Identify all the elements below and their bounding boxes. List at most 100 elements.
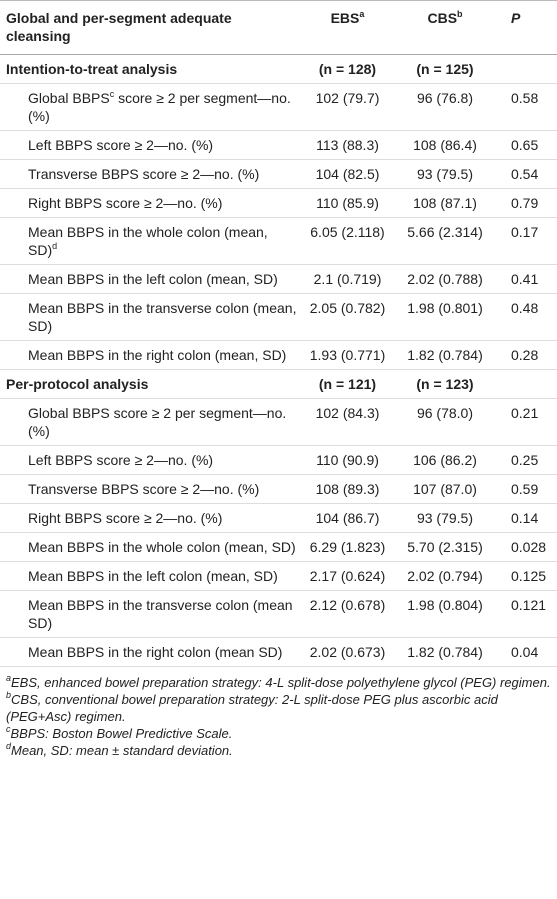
row-label: Transverse BBPS score ≥ 2—no. (%)	[0, 159, 300, 189]
value-cell: 0.48	[495, 293, 557, 341]
value-cell: 104 (82.5)	[300, 159, 395, 189]
value-cell: 2.02 (0.788)	[395, 264, 495, 294]
sample-size: (n = 123)	[395, 369, 495, 399]
value-cell: 110 (90.9)	[300, 445, 395, 475]
value-cell: 0.028	[495, 532, 557, 562]
header-text: EBS	[330, 10, 360, 26]
value-cell: 0.58	[495, 83, 557, 131]
row-label: Left BBPS score ≥ 2—no. (%)	[0, 445, 300, 475]
data-table: Global and per-segment adequate cleansin…	[0, 0, 557, 667]
label-text: Global BBPS	[28, 90, 110, 106]
data-row: Mean BBPS in the whole colon (mean, SD)d…	[0, 217, 557, 265]
row-label: Mean BBPS in the right colon (mean, SD)	[0, 340, 300, 370]
label-text: Mean BBPS in the left colon (mean, SD)	[28, 568, 278, 584]
value-cell: 6.29 (1.823)	[300, 532, 395, 562]
label-superscript: d	[52, 241, 58, 251]
row-label: Mean BBPS in the transverse colon (mean,…	[0, 293, 300, 341]
row-label: Mean BBPS in the transverse colon (mean …	[0, 590, 300, 638]
row-label: Mean BBPS in the left colon (mean, SD)	[0, 561, 300, 591]
value-cell: 110 (85.9)	[300, 188, 395, 218]
data-row: Mean BBPS in the left colon (mean, SD) 2.…	[0, 264, 557, 294]
data-row: Transverse BBPS score ≥ 2—no. (%) 108 (89…	[0, 474, 557, 504]
value-cell: 96 (78.0)	[395, 398, 495, 446]
footnote: aEBS, enhanced bowel preparation strateg…	[6, 674, 551, 691]
value-cell: 0.41	[495, 264, 557, 294]
header-superscript: a	[359, 9, 365, 19]
label-text: Mean BBPS in the right colon (mean, SD)	[28, 347, 287, 363]
header-row: Global and per-segment adequate cleansin…	[0, 0, 557, 55]
column-header: Global and per-segment adequate cleansin…	[0, 0, 300, 55]
value-cell: 113 (88.3)	[300, 130, 395, 160]
label-text: Mean BBPS in the whole colon (mean, SD)	[28, 539, 296, 555]
label-text: Mean BBPS in the left colon (mean, SD)	[28, 271, 278, 287]
footnote-text: CBS, conventional bowel preparation stra…	[6, 692, 498, 724]
empty-cell	[495, 54, 557, 84]
row-label: Global BBPS score ≥ 2 per segment—no. (%…	[0, 398, 300, 446]
row-label: Left BBPS score ≥ 2—no. (%)	[0, 130, 300, 160]
row-label: Transverse BBPS score ≥ 2—no. (%)	[0, 474, 300, 504]
value-cell: 0.59	[495, 474, 557, 504]
section-title: Intention-to-treat analysis	[0, 54, 300, 84]
label-text: Right BBPS score ≥ 2—no. (%)	[28, 195, 223, 211]
footnote-marker: c	[6, 724, 11, 734]
row-label: Mean BBPS in the right colon (mean SD)	[0, 637, 300, 667]
data-row: Mean BBPS in the left colon (mean, SD) 2.…	[0, 561, 557, 591]
value-cell: 93 (79.5)	[395, 159, 495, 189]
value-cell: 0.65	[495, 130, 557, 160]
data-row: Mean BBPS in the whole colon (mean, SD) 6…	[0, 532, 557, 562]
sample-size: (n = 121)	[300, 369, 395, 399]
footnotes: aEBS, enhanced bowel preparation strateg…	[0, 667, 557, 759]
value-cell: 108 (87.1)	[395, 188, 495, 218]
header-text: CBS	[427, 10, 458, 26]
footnote: bCBS, conventional bowel preparation str…	[6, 691, 551, 725]
value-cell: 5.70 (2.315)	[395, 532, 495, 562]
label-text: Mean BBPS in the right colon (mean SD)	[28, 644, 283, 660]
footnote: dMean, SD: mean ± standard deviation.	[6, 742, 551, 759]
value-cell: 0.21	[495, 398, 557, 446]
footnote-text: EBS, enhanced bowel preparation strategy…	[11, 675, 551, 690]
section-row: Per-protocol analysis (n = 121) (n = 123)	[0, 369, 557, 399]
header-superscript: b	[457, 9, 463, 19]
data-row: Left BBPS score ≥ 2—no. (%) 113 (88.3) 108…	[0, 130, 557, 160]
label-text: Left BBPS score ≥ 2—no. (%)	[28, 137, 214, 153]
footnote: cBBPS: Boston Bowel Predictive Scale.	[6, 725, 551, 742]
value-cell: 102 (84.3)	[300, 398, 395, 446]
label-text: Mean BBPS in the transverse colon (mean …	[28, 597, 293, 631]
value-cell: 0.121	[495, 590, 557, 638]
data-row: Global BBPS score ≥ 2 per segment—no. (%…	[0, 398, 557, 446]
data-row: Mean BBPS in the right colon (mean, SD) 1…	[0, 340, 557, 370]
value-cell: 1.98 (0.801)	[395, 293, 495, 341]
value-cell: 2.02 (0.673)	[300, 637, 395, 667]
value-cell: 5.66 (2.314)	[395, 217, 495, 265]
header-text: Global and per-segment adequate cleansin…	[6, 10, 232, 44]
column-header: P	[495, 0, 557, 55]
header-text: P	[511, 10, 521, 26]
row-label: Global BBPSc score ≥ 2 per segment—no. (…	[0, 83, 300, 131]
value-cell: 0.125	[495, 561, 557, 591]
value-cell: 108 (89.3)	[300, 474, 395, 504]
label-text: Transverse BBPS score ≥ 2—no. (%)	[28, 166, 260, 182]
sample-size: (n = 128)	[300, 54, 395, 84]
value-cell: 106 (86.2)	[395, 445, 495, 475]
value-cell: 0.54	[495, 159, 557, 189]
footnote-marker: d	[6, 741, 12, 751]
data-row: Global BBPSc score ≥ 2 per segment—no. (…	[0, 83, 557, 131]
value-cell: 2.1 (0.719)	[300, 264, 395, 294]
label-text: Transverse BBPS score ≥ 2—no. (%)	[28, 481, 260, 497]
value-cell: 0.25	[495, 445, 557, 475]
value-cell: 2.02 (0.794)	[395, 561, 495, 591]
label-superscript: c	[109, 89, 115, 99]
section-row: Intention-to-treat analysis (n = 128) (n =…	[0, 54, 557, 84]
data-row: Mean BBPS in the right colon (mean SD) 2.…	[0, 637, 557, 667]
value-cell: 1.98 (0.804)	[395, 590, 495, 638]
footnote-text: Mean, SD: mean ± standard deviation.	[11, 743, 233, 758]
value-cell: 1.82 (0.784)	[395, 340, 495, 370]
section-title: Per-protocol analysis	[0, 369, 300, 399]
label-text: Right BBPS score ≥ 2—no. (%)	[28, 510, 223, 526]
value-cell: 0.04	[495, 637, 557, 667]
row-label: Right BBPS score ≥ 2—no. (%)	[0, 188, 300, 218]
column-header: EBSa	[300, 0, 395, 55]
value-cell: 2.12 (0.678)	[300, 590, 395, 638]
